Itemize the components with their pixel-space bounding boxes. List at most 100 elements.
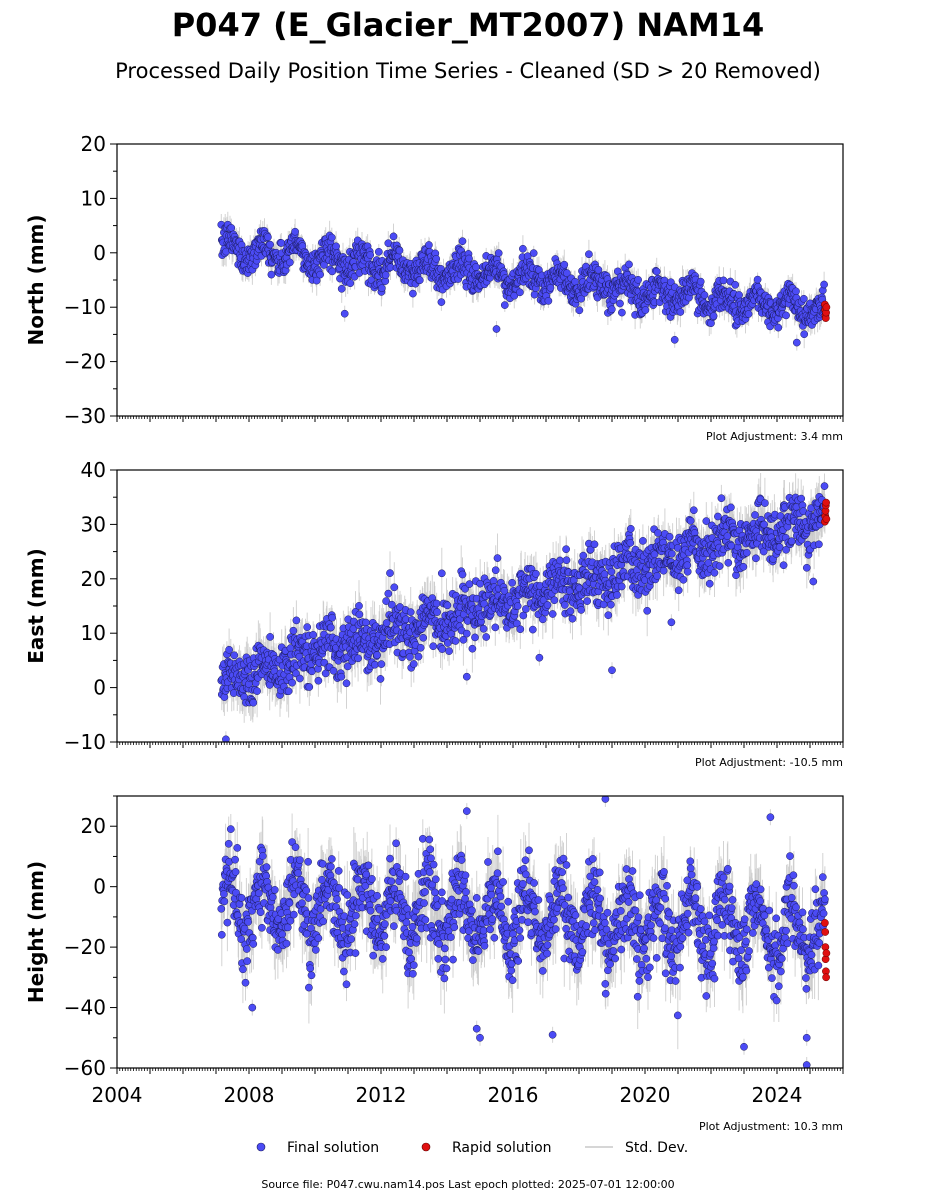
final-point bbox=[262, 863, 271, 871]
final-point bbox=[264, 233, 272, 241]
final-point bbox=[709, 944, 718, 953]
final-point bbox=[337, 284, 346, 293]
y-tick-label: 0 bbox=[93, 875, 106, 899]
final-point bbox=[683, 922, 691, 930]
final-point bbox=[689, 506, 698, 515]
final-point bbox=[519, 880, 527, 888]
final-point bbox=[559, 884, 567, 893]
final-points-north bbox=[217, 220, 829, 347]
final-point bbox=[538, 967, 547, 975]
final-point bbox=[434, 954, 443, 963]
final-point bbox=[679, 575, 688, 584]
x-axis-height: 2004 2008 2012 2016 2020 2024 bbox=[92, 1068, 844, 1107]
final-point bbox=[437, 569, 446, 578]
final-point bbox=[303, 623, 312, 631]
final-point bbox=[710, 568, 719, 577]
final-point bbox=[579, 551, 588, 560]
final-point bbox=[562, 545, 570, 554]
final-point bbox=[486, 925, 494, 934]
final-point bbox=[409, 961, 418, 969]
final-point bbox=[586, 872, 595, 881]
final-point bbox=[820, 482, 829, 490]
final-point bbox=[327, 233, 336, 242]
x-axis-north bbox=[116, 416, 844, 422]
final-point bbox=[239, 965, 247, 974]
final-point bbox=[432, 254, 441, 263]
panels-group: 20 10 0 −10 −20 −30 North (mm) Plot Adjustment:… bbox=[24, 132, 844, 1133]
final-point bbox=[380, 932, 389, 940]
final-point bbox=[504, 897, 513, 906]
final-point bbox=[532, 569, 540, 578]
final-point bbox=[521, 856, 530, 865]
final-point bbox=[667, 549, 676, 558]
y-tick-label: 10 bbox=[81, 621, 106, 645]
final-point bbox=[497, 902, 506, 911]
final-point bbox=[568, 614, 577, 623]
y-tick-label: 30 bbox=[81, 512, 106, 536]
final-point bbox=[616, 907, 625, 915]
final-point bbox=[328, 613, 337, 622]
final-point bbox=[787, 893, 796, 902]
y-tick-label: −10 bbox=[64, 295, 106, 319]
final-point bbox=[546, 283, 555, 292]
final-point bbox=[240, 924, 249, 933]
final-point bbox=[306, 964, 315, 973]
rapid-point bbox=[822, 949, 831, 958]
final-point bbox=[696, 277, 705, 286]
final-point bbox=[366, 906, 375, 915]
figure-subtitle: Processed Daily Position Time Series - C… bbox=[115, 59, 821, 83]
final-point bbox=[558, 868, 567, 877]
final-point bbox=[414, 652, 423, 661]
final-point-outlier bbox=[809, 577, 818, 586]
x-axis-east bbox=[116, 742, 844, 748]
final-point bbox=[819, 909, 828, 918]
final-point bbox=[715, 562, 724, 570]
final-point bbox=[312, 276, 321, 285]
final-point bbox=[749, 929, 757, 937]
final-point bbox=[382, 597, 390, 605]
final-point bbox=[719, 276, 728, 285]
final-point bbox=[499, 878, 507, 886]
final-point bbox=[742, 925, 751, 934]
final-point bbox=[494, 847, 502, 856]
final-point bbox=[626, 524, 635, 533]
footer-source: Source file: P047.cwu.nam14.pos Last epo… bbox=[261, 1178, 674, 1191]
final-point bbox=[603, 908, 612, 917]
final-point bbox=[708, 959, 717, 968]
y-axis-label-north: North (mm) bbox=[24, 214, 48, 345]
final-point bbox=[560, 601, 569, 609]
y-tick-label: −40 bbox=[64, 996, 106, 1020]
final-point bbox=[601, 980, 610, 988]
panel-east: 40 30 20 10 0 −10 East (mm) Plot Adjustment: -1… bbox=[24, 458, 844, 769]
final-point bbox=[700, 917, 709, 926]
y-tick-label: −30 bbox=[64, 404, 106, 428]
final-point bbox=[302, 886, 311, 895]
final-point bbox=[494, 249, 503, 257]
final-point bbox=[740, 915, 749, 924]
final-point bbox=[340, 967, 348, 976]
final-point bbox=[291, 227, 299, 236]
final-point bbox=[656, 919, 664, 928]
final-point-outlier bbox=[340, 309, 349, 318]
final-point bbox=[335, 884, 343, 892]
final-point bbox=[421, 888, 429, 896]
final-point bbox=[450, 923, 459, 932]
final-point bbox=[632, 955, 641, 963]
final-point bbox=[683, 876, 692, 885]
final-point bbox=[616, 299, 624, 308]
final-point bbox=[723, 864, 732, 873]
final-point bbox=[602, 925, 611, 934]
final-point bbox=[371, 660, 379, 669]
rapid-points-east bbox=[821, 498, 831, 526]
final-point bbox=[818, 873, 827, 881]
final-point bbox=[543, 949, 551, 958]
final-point bbox=[674, 586, 683, 595]
final-point bbox=[447, 933, 455, 941]
final-point bbox=[782, 926, 790, 935]
final-point bbox=[590, 540, 599, 549]
final-point bbox=[382, 943, 390, 951]
final-point bbox=[745, 947, 753, 955]
final-point bbox=[386, 897, 395, 905]
final-point bbox=[787, 537, 796, 546]
